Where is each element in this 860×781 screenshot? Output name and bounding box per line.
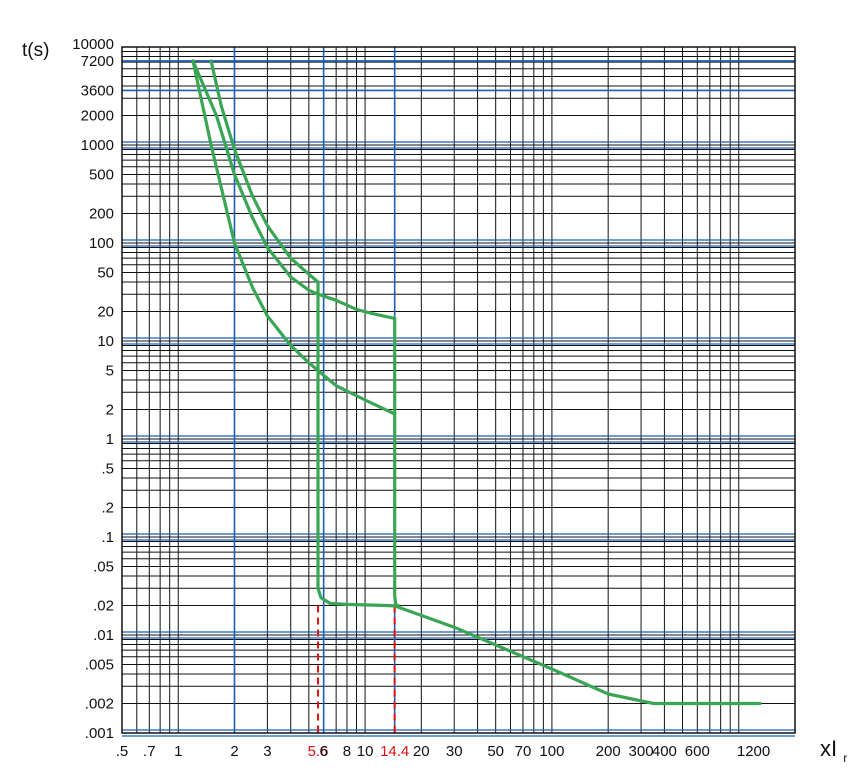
x-tick-label: 100	[539, 743, 564, 760]
dashed-current-markers	[317, 605, 396, 733]
y-tick-label: .05	[93, 559, 114, 576]
x-tick-label: 14.4	[380, 743, 409, 760]
x-tick-label: 2	[230, 743, 238, 760]
y-tick-label: .002	[85, 695, 114, 712]
x-tick-label: .7	[143, 743, 156, 760]
trip-curve-segment-1	[191, 59, 397, 320]
x-tick-label: 1	[174, 743, 182, 760]
x-tick-label: 1200	[737, 743, 770, 760]
y-tick-label: 1000	[81, 137, 114, 154]
x-tick-label: 200	[596, 743, 621, 760]
y-tick-label: .2	[101, 499, 114, 516]
x-tick-label: 30	[446, 743, 463, 760]
y-tick-label: 7200	[81, 53, 114, 70]
x-tick-label: 8	[343, 743, 351, 760]
y-tick-label: 50	[97, 265, 114, 282]
y-tick-label: .005	[85, 657, 114, 674]
x-axis-label: xI r	[820, 736, 847, 765]
y-tick-label: 10	[97, 333, 114, 350]
y-tick-label: 2	[106, 401, 114, 418]
y-tick-label: 100	[89, 235, 114, 252]
y-tick-label: 200	[89, 205, 114, 222]
y-tick-label: 2000	[81, 107, 114, 124]
x-tick-label: 5.6	[308, 743, 329, 760]
trip-curve-segment-2	[209, 59, 320, 284]
x-tick-label: 300	[629, 743, 654, 760]
y-tick-label: 1	[106, 431, 114, 448]
y-tick-label: .001	[85, 725, 114, 742]
y-tick-label: .1	[101, 529, 114, 546]
trip-curve-segment-4	[191, 59, 397, 416]
plot-border	[121, 46, 796, 734]
y-tick-label: .01	[93, 627, 114, 644]
y-tick-label: .5	[101, 461, 114, 478]
y-tick-label: 5	[106, 363, 114, 380]
y-tick-label: 20	[97, 303, 114, 320]
x-axis-label-subscript: r	[843, 751, 847, 765]
y-tick-label: 500	[89, 167, 114, 184]
x-tick-label: 10	[357, 743, 374, 760]
x-tick-label: 6	[319, 743, 327, 760]
x-tick-label: 600	[685, 743, 710, 760]
plot-frame	[121, 46, 796, 734]
x-tick-label: 70	[515, 743, 532, 760]
x-tick-label: 20	[413, 743, 430, 760]
x-tick-label: 400	[652, 743, 677, 760]
x-tick-label: 50	[487, 743, 504, 760]
x-axis-label-main: xI	[820, 736, 837, 761]
trip-curve-segment-3	[316, 280, 762, 706]
trip-curve-segment-5	[393, 316, 400, 608]
trip-curves	[191, 59, 762, 706]
x-tick-label: .5	[116, 743, 129, 760]
x-tick-label: 3	[263, 743, 271, 760]
y-tick-label: 3600	[81, 82, 114, 99]
y-axis-label: t(s)	[22, 40, 49, 61]
y-tick-label: 10000	[72, 36, 114, 53]
y-tick-label: .02	[93, 597, 114, 614]
